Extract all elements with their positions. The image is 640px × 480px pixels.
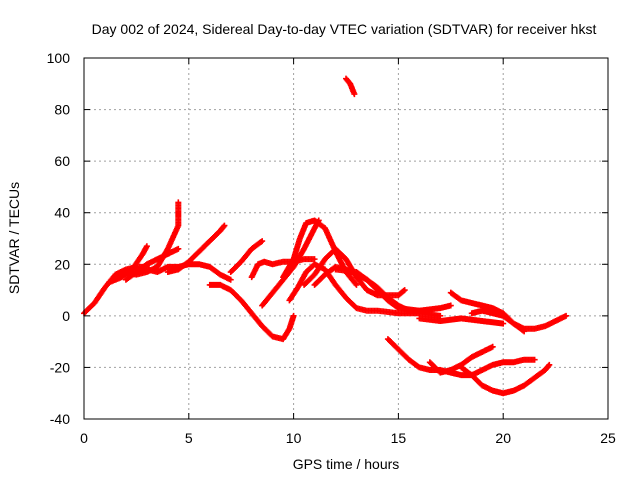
y-tick-label: 40 [54, 205, 70, 221]
x-tick-label: 0 [80, 430, 88, 446]
data-point [489, 343, 496, 350]
data-point [221, 222, 228, 229]
series-arc-10 [259, 217, 322, 309]
data-point [351, 91, 358, 98]
y-axis-title: SDTVAR / TECUs [6, 182, 22, 294]
series-arc-17 [384, 336, 538, 379]
series-arc-12 [286, 261, 444, 319]
x-tick-label: 5 [185, 430, 193, 446]
series-arc-19 [458, 361, 553, 397]
series-arc-18 [426, 343, 496, 376]
data-point [175, 199, 182, 206]
data-point [500, 320, 507, 327]
data-point [290, 312, 297, 319]
y-tick-label: 20 [54, 256, 70, 272]
data-point [352, 280, 359, 287]
data-point [447, 302, 454, 309]
series-arc-11 [280, 217, 360, 288]
data-point [563, 312, 570, 319]
data-point [546, 361, 553, 368]
data-point [311, 256, 318, 263]
data-point [437, 312, 444, 319]
data-point [259, 238, 266, 245]
data-point [400, 287, 407, 294]
data-layer [81, 75, 570, 397]
series-arc-5 [122, 245, 182, 283]
data-point [353, 281, 360, 288]
x-axis-title: GPS time / hours [293, 456, 400, 472]
plot-frame [83, 57, 609, 420]
series-arc-22 [416, 315, 507, 327]
data-point [175, 245, 182, 252]
y-tick-label: 60 [54, 153, 70, 169]
data-point [531, 356, 538, 363]
series-arc-21 [468, 307, 570, 332]
series-arc-13 [301, 245, 408, 299]
y-tick-label: 0 [62, 308, 70, 324]
x-tick-label: 25 [600, 430, 616, 446]
series-arc-6 [164, 222, 228, 276]
y-tick-label: 80 [54, 102, 70, 118]
data-point [401, 287, 408, 294]
x-tick-label: 20 [495, 430, 511, 446]
series-arc-15 [332, 266, 454, 314]
data-point [545, 362, 552, 369]
data-point [220, 223, 227, 230]
series-arc-8 [227, 238, 266, 276]
series-arc-16 [343, 75, 358, 98]
data-point [257, 238, 264, 245]
x-tick-label: 15 [391, 430, 407, 446]
x-tick-label: 10 [286, 430, 302, 446]
series-arc-7 [206, 281, 297, 343]
data-point [143, 243, 150, 250]
y-tick-label: -20 [50, 359, 70, 375]
y-tick-label: 100 [47, 50, 71, 66]
data-point [227, 276, 234, 283]
y-tick-label: -40 [50, 411, 70, 427]
chart-title: Day 002 of 2024, Sidereal Day-to-day VTE… [92, 21, 597, 37]
series-arc-4 [118, 199, 182, 278]
tick-layer: 0 5 10 15 20 25 -40 -20 0 20 40 60 80 100 [47, 50, 616, 446]
